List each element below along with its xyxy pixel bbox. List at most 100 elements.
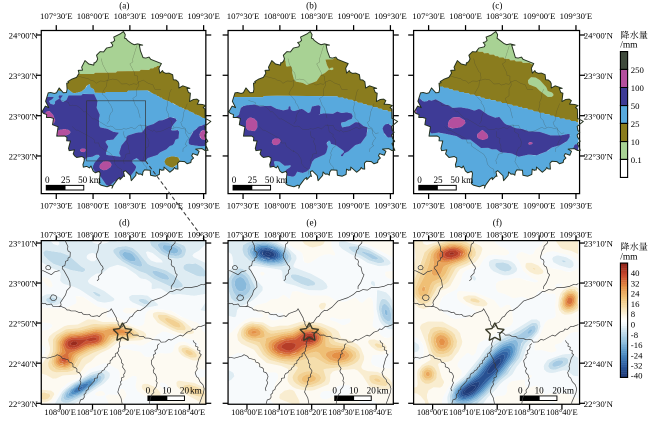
svg-text:108°00′E: 108°00′E bbox=[264, 200, 297, 210]
svg-text:km: km bbox=[276, 175, 288, 185]
svg-text:/mm: /mm bbox=[620, 41, 638, 51]
svg-text:22°30′N: 22°30′N bbox=[584, 399, 614, 409]
svg-text:109°30′E: 109°30′E bbox=[374, 200, 407, 210]
svg-text:109°30′E: 109°30′E bbox=[560, 11, 593, 21]
svg-text:-8: -8 bbox=[631, 330, 639, 340]
svg-text:25: 25 bbox=[61, 175, 71, 185]
svg-text:107°30′E: 107°30′E bbox=[40, 200, 73, 210]
svg-text:107°30′E: 107°30′E bbox=[412, 229, 445, 239]
svg-text:108°30′E: 108°30′E bbox=[114, 11, 147, 21]
svg-text:22°30′N: 22°30′N bbox=[9, 399, 39, 409]
svg-text:23°30′N: 23°30′N bbox=[9, 71, 39, 81]
svg-text:km: km bbox=[462, 175, 474, 185]
svg-text:107°30′E: 107°30′E bbox=[40, 11, 73, 21]
svg-text:10: 10 bbox=[162, 385, 172, 395]
svg-text:-40: -40 bbox=[631, 371, 643, 381]
svg-text:22°40′N: 22°40′N bbox=[9, 359, 39, 369]
svg-text:24°00′N: 24°00′N bbox=[9, 31, 39, 41]
svg-text:50: 50 bbox=[631, 101, 640, 111]
svg-text:40: 40 bbox=[631, 268, 640, 278]
svg-text:109°00′E: 109°00′E bbox=[523, 200, 556, 210]
svg-text:24°00′N: 24°00′N bbox=[584, 31, 614, 41]
svg-text:109°00′E: 109°00′E bbox=[337, 229, 370, 239]
svg-text:25: 25 bbox=[631, 119, 640, 129]
svg-text:109°00′E: 109°00′E bbox=[151, 11, 184, 21]
svg-text:/mm: /mm bbox=[620, 252, 638, 262]
svg-text:108°10′E: 108°10′E bbox=[449, 407, 481, 417]
svg-text:109°00′E: 109°00′E bbox=[337, 200, 370, 210]
svg-text:23°00′N: 23°00′N bbox=[584, 111, 614, 121]
svg-text:0: 0 bbox=[146, 385, 151, 395]
svg-text:8: 8 bbox=[631, 309, 636, 319]
svg-text:0: 0 bbox=[518, 385, 523, 395]
svg-text:108°30′E: 108°30′E bbox=[486, 200, 519, 210]
svg-text:108°30′E: 108°30′E bbox=[114, 200, 147, 210]
svg-text:23°10′N: 23°10′N bbox=[584, 239, 614, 249]
svg-text:0: 0 bbox=[332, 385, 337, 395]
svg-text:108°00′E: 108°00′E bbox=[449, 229, 482, 239]
svg-text:108°00′E: 108°00′E bbox=[44, 407, 76, 417]
svg-text:(a): (a) bbox=[119, 0, 129, 10]
svg-text:108°00′E: 108°00′E bbox=[449, 11, 482, 21]
svg-text:108°20′E: 108°20′E bbox=[481, 407, 513, 417]
svg-text:109°30′E: 109°30′E bbox=[374, 11, 407, 21]
svg-text:25: 25 bbox=[433, 175, 443, 185]
svg-text:10: 10 bbox=[535, 385, 545, 395]
svg-text:108°40′E: 108°40′E bbox=[174, 407, 206, 417]
svg-text:23°30′N: 23°30′N bbox=[584, 71, 614, 81]
svg-text:23°00′N: 23°00′N bbox=[9, 111, 39, 121]
svg-text:10: 10 bbox=[349, 385, 359, 395]
svg-text:108°00′E: 108°00′E bbox=[449, 200, 482, 210]
svg-text:109°00′E: 109°00′E bbox=[337, 11, 370, 21]
svg-text:23°00′N: 23°00′N bbox=[584, 279, 614, 289]
svg-text:108°20′E: 108°20′E bbox=[109, 407, 141, 417]
svg-text:22°50′N: 22°50′N bbox=[584, 319, 614, 329]
svg-text:km: km bbox=[190, 385, 202, 395]
svg-text:107°30′E: 107°30′E bbox=[412, 11, 445, 21]
svg-text:22°40′N: 22°40′N bbox=[584, 359, 614, 369]
svg-text:50: 50 bbox=[78, 175, 88, 185]
svg-text:108°30′E: 108°30′E bbox=[300, 229, 333, 239]
svg-text:109°30′E: 109°30′E bbox=[187, 229, 220, 239]
svg-text:16: 16 bbox=[631, 299, 640, 309]
svg-text:108°00′E: 108°00′E bbox=[264, 11, 297, 21]
svg-text:107°30′E: 107°30′E bbox=[227, 229, 260, 239]
svg-text:109°00′E: 109°00′E bbox=[523, 229, 556, 239]
svg-text:108°30′E: 108°30′E bbox=[486, 229, 519, 239]
svg-text:109°30′E: 109°30′E bbox=[560, 200, 593, 210]
svg-text:(b): (b) bbox=[306, 0, 317, 10]
svg-text:108°20′E: 108°20′E bbox=[296, 407, 328, 417]
svg-text:108°10′E: 108°10′E bbox=[264, 407, 296, 417]
svg-text:km: km bbox=[89, 175, 101, 185]
svg-text:108°00′E: 108°00′E bbox=[264, 229, 297, 239]
svg-text:108°00′E: 108°00′E bbox=[77, 11, 110, 21]
svg-text:22°50′N: 22°50′N bbox=[9, 319, 39, 329]
svg-text:100: 100 bbox=[631, 83, 645, 93]
svg-text:107°30′E: 107°30′E bbox=[40, 229, 73, 239]
svg-text:108°40′E: 108°40′E bbox=[546, 407, 578, 417]
svg-text:250: 250 bbox=[631, 65, 645, 75]
svg-text:32: 32 bbox=[631, 278, 640, 288]
svg-text:(d): (d) bbox=[119, 218, 130, 228]
svg-text:(e): (e) bbox=[306, 218, 316, 228]
svg-text:22°30′N: 22°30′N bbox=[584, 152, 614, 162]
svg-text:107°30′E: 107°30′E bbox=[227, 11, 260, 21]
svg-text:108°30′E: 108°30′E bbox=[300, 11, 333, 21]
svg-text:0.1: 0.1 bbox=[631, 155, 642, 165]
svg-text:109°30′E: 109°30′E bbox=[374, 229, 407, 239]
svg-text:(c): (c) bbox=[492, 0, 502, 10]
svg-text:-16: -16 bbox=[631, 340, 643, 350]
svg-text:109°00′E: 109°00′E bbox=[151, 200, 184, 210]
svg-text:20: 20 bbox=[552, 385, 562, 395]
svg-text:20: 20 bbox=[180, 385, 190, 395]
svg-text:108°10′E: 108°10′E bbox=[77, 407, 109, 417]
svg-text:0: 0 bbox=[417, 175, 422, 185]
svg-text:50: 50 bbox=[265, 175, 275, 185]
svg-text:108°30′E: 108°30′E bbox=[486, 11, 519, 21]
svg-text:108°30′E: 108°30′E bbox=[141, 407, 173, 417]
svg-text:107°30′E: 107°30′E bbox=[412, 200, 445, 210]
svg-text:109°00′E: 109°00′E bbox=[151, 229, 184, 239]
svg-text:km: km bbox=[562, 385, 574, 395]
svg-text:108°30′E: 108°30′E bbox=[114, 229, 147, 239]
svg-text:23°00′N: 23°00′N bbox=[9, 279, 39, 289]
